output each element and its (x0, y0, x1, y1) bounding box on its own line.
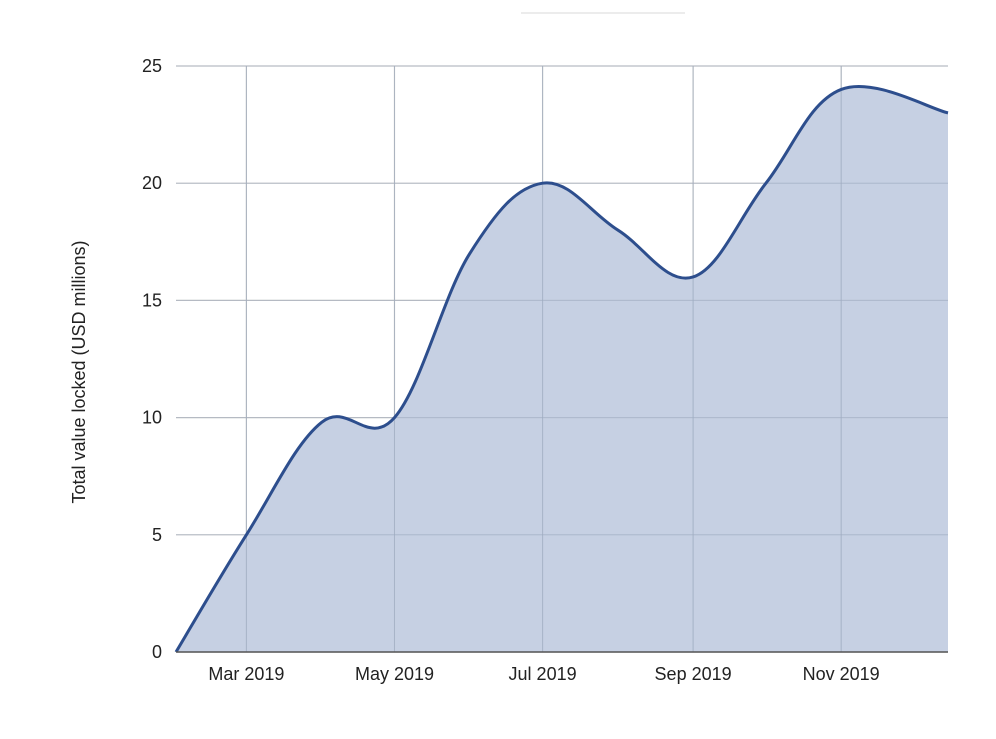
x-tick-label: Mar 2019 (208, 664, 284, 684)
y-tick-label: 0 (152, 642, 162, 662)
area-layer (174, 65, 949, 653)
y-tick-label: 25 (142, 56, 162, 76)
x-tick-label: Nov 2019 (803, 664, 880, 684)
y-tick-label: 10 (142, 408, 162, 428)
y-tick-label: 20 (142, 173, 162, 193)
plot-area-top-cover (520, 0, 686, 14)
y-tick-label: 5 (152, 525, 162, 545)
series-line (174, 85, 949, 653)
x-tick-label: Sep 2019 (655, 664, 732, 684)
area-fill (176, 86, 948, 653)
x-tick-label: Jul 2019 (509, 664, 577, 684)
y-axis-label: Total value locked (USD millions) (69, 240, 89, 503)
y-tick-label: 15 (142, 290, 162, 310)
axes: 0 5 10 15 20 25 Mar 2019 May 2019 Jul 2019 Sep 20… (142, 56, 948, 684)
x-tick-label: May 2019 (355, 664, 434, 684)
